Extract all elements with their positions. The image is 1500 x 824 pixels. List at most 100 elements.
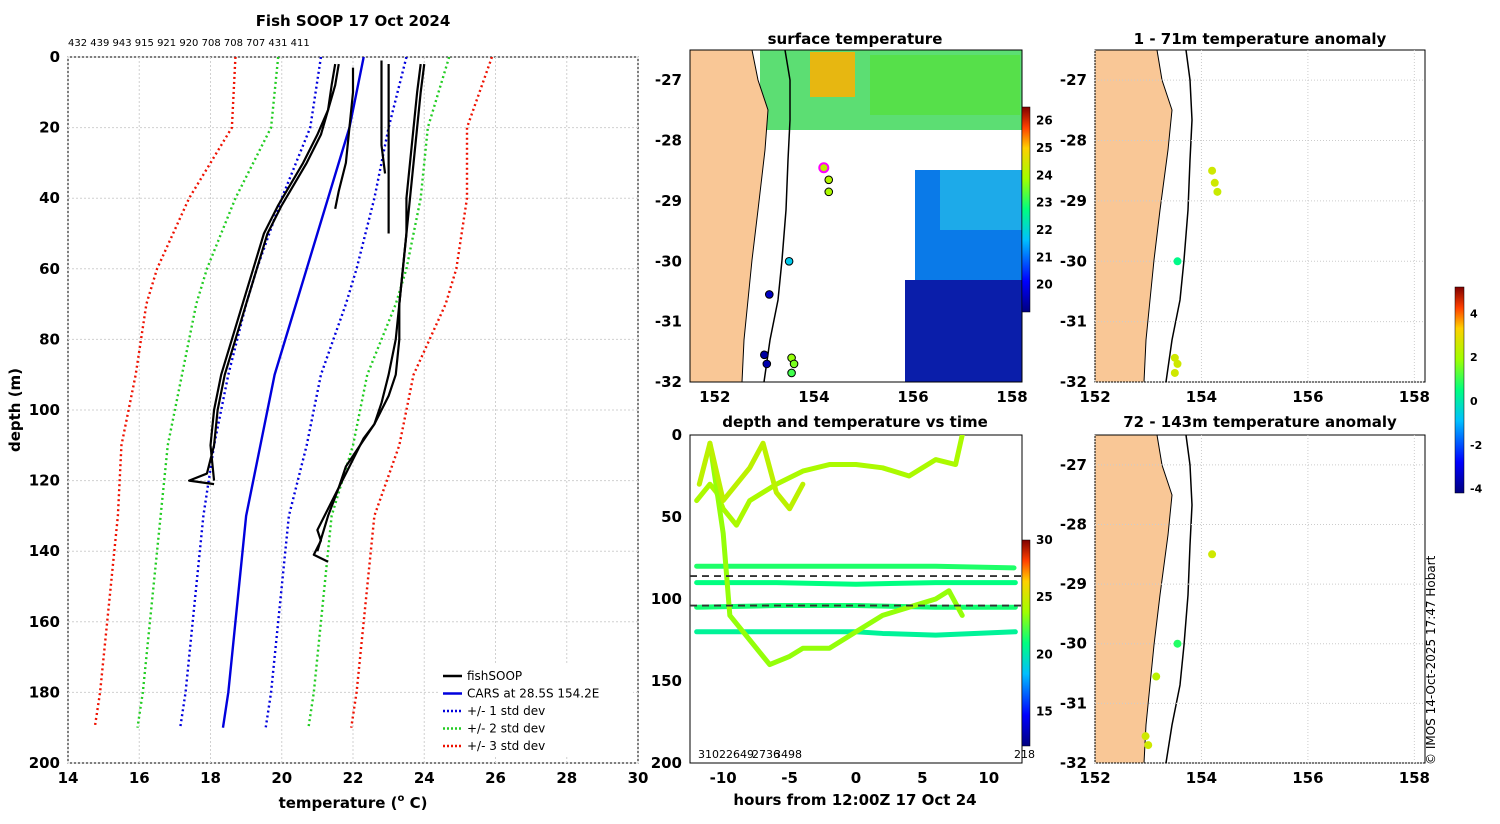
profile-ytick: 80 — [39, 330, 60, 348]
sst-title: surface temperature — [768, 30, 943, 48]
depth-time-colorbar — [1021, 539, 1031, 747]
map-ytick: -31 — [1060, 313, 1087, 331]
sst-cbar-tick: 21 — [1036, 250, 1053, 264]
profile-xtick: 20 — [271, 769, 292, 787]
sst-cbar-tick: 24 — [1036, 168, 1053, 182]
fishsoop-cast-g — [316, 63, 426, 552]
profile-station-ids: 432 439 943 915 921 920 708 708 707 431 … — [68, 38, 310, 49]
depth-time-title: depth and temperature vs time — [722, 413, 988, 431]
std-1-upper — [264, 57, 408, 728]
profile-ytick: 160 — [29, 613, 60, 631]
depth-time-ytick: 150 — [651, 672, 682, 690]
map-ytick: -30 — [1060, 252, 1087, 270]
depth-time-xtick: -5 — [781, 769, 798, 787]
sst-station-point — [784, 256, 794, 266]
map-ytick: -29 — [1060, 192, 1087, 210]
profile-xtick: 22 — [343, 769, 364, 787]
depth-time-xtick: 0 — [851, 769, 861, 787]
depth-time-cbar-tick: 30 — [1036, 533, 1053, 547]
profile-ytick: 40 — [39, 189, 60, 207]
map-xtick: 158 — [1399, 388, 1430, 406]
std-3-upper — [350, 57, 494, 728]
map-ytick: -29 — [655, 192, 682, 210]
sst-green-band — [870, 55, 1020, 115]
map-ytick: -32 — [655, 373, 682, 391]
sst-station-point — [818, 162, 830, 174]
anomaly-cbar-tick: -2 — [1470, 439, 1482, 452]
depth-time-xtick: 5 — [917, 769, 927, 787]
map-ytick: -32 — [1060, 373, 1087, 391]
profile-ytick: 60 — [39, 260, 60, 278]
legend-label: +/- 1 std dev — [467, 704, 545, 718]
std-3-lower — [93, 57, 237, 728]
legend-box — [438, 663, 633, 757]
fishsoop-cast-b — [188, 63, 340, 486]
sst-colorbar — [1021, 106, 1031, 313]
map-ytick: -30 — [1060, 635, 1087, 653]
cars-mean-line — [221, 57, 365, 728]
profile-legend: fishSOOP CARS at 28.5S 154.2E +/- 1 std de… — [438, 663, 633, 757]
anomaly-point — [1213, 187, 1222, 196]
map-xtick: 152 — [1079, 769, 1110, 787]
map-xtick: 154 — [1186, 388, 1217, 406]
anomaly-point — [1170, 353, 1179, 362]
sst-mid-patch — [940, 170, 1022, 230]
map-ytick: -27 — [1060, 71, 1087, 89]
anomaly-cbar-tick: 4 — [1470, 307, 1478, 320]
profile-xtick: 18 — [200, 769, 221, 787]
depth-time-label-right-b: 218 — [1014, 748, 1035, 761]
depth-time-label-right-a: 3498 — [774, 748, 802, 761]
depth-time-ytick: 100 — [651, 590, 682, 608]
depth-time-cbar-tick: 20 — [1036, 647, 1053, 661]
sst-cbar-tick: 20 — [1036, 278, 1053, 292]
std-2-upper — [307, 57, 451, 728]
depth-time-label-mid: 2649 — [726, 748, 754, 761]
depth-time-xtick: -10 — [710, 769, 737, 787]
fishsoop-cast-d — [380, 60, 387, 174]
map-ytick: -30 — [655, 252, 682, 270]
sst-shelf-contour — [763, 50, 791, 382]
surface-temperature-map: surface temperature 152 154 156 158 -27 -28 -2… — [655, 30, 1053, 406]
anomaly-point — [1173, 639, 1182, 648]
anomaly-cbar-tick: 0 — [1470, 395, 1478, 408]
anomaly-cbar-tick: -4 — [1470, 483, 1483, 496]
anomaly-point — [1144, 741, 1153, 750]
depth-time-axes — [689, 434, 1023, 764]
anomaly-point — [1208, 550, 1217, 559]
anomaly-point — [1152, 672, 1161, 681]
depth-time-label-mid2: 2736 — [752, 748, 780, 761]
depth-time-track-7 — [696, 440, 806, 512]
legend-label: CARS at 28.5S 154.2E — [467, 687, 599, 701]
profile-ylabel: depth (m) — [6, 368, 24, 452]
sst-cbar-tick: 22 — [1036, 223, 1053, 237]
map-ytick: -31 — [655, 313, 682, 331]
depth-time-ytick: 0 — [672, 426, 682, 444]
depth-time-track-5 — [694, 435, 965, 528]
map-ytick: -28 — [1060, 132, 1087, 150]
fishsoop-cast-f — [312, 63, 422, 563]
profile-ytick: 120 — [29, 472, 60, 490]
sst-cbar-tick: 23 — [1036, 196, 1053, 210]
std-2-lower — [136, 57, 280, 728]
profile-ytick: 100 — [29, 401, 60, 419]
map-ytick: -28 — [1060, 515, 1087, 533]
sst-cbar-tick: 26 — [1036, 114, 1053, 128]
profile-xtick: 28 — [556, 769, 577, 787]
anomaly-point — [1173, 359, 1182, 368]
anomaly-shallow-land — [1095, 50, 1173, 382]
anomaly-deep-land — [1095, 435, 1173, 763]
profile-ytick: 20 — [39, 119, 60, 137]
map-xtick: 156 — [1292, 769, 1323, 787]
map-xtick: 156 — [1292, 388, 1323, 406]
depth-time-track-6 — [707, 440, 965, 668]
anomaly-point — [1173, 257, 1182, 266]
profile-xtick: 30 — [628, 769, 649, 787]
sst-cold-patch — [905, 280, 1022, 382]
depth-time-xlabel: hours from 12:00Z 17 Oct 24 — [733, 791, 976, 809]
depth-time-ytick: 50 — [661, 508, 682, 526]
map-ytick: -28 — [655, 132, 682, 150]
map-xtick: 152 — [699, 388, 730, 406]
sst-station-point — [787, 368, 796, 378]
sst-cbar-tick: 25 — [1036, 141, 1053, 155]
